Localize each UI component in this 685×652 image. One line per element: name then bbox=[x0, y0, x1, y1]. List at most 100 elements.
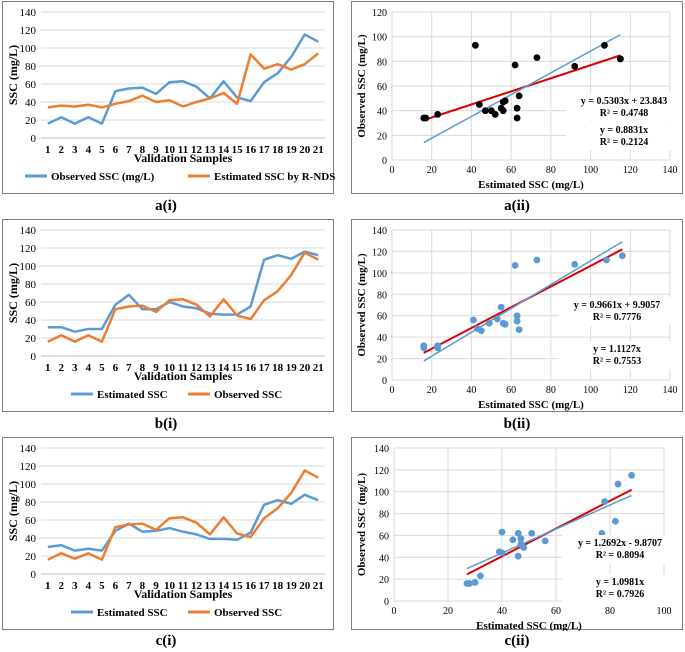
series-line-2 bbox=[47, 251, 319, 343]
y-tick-label: 120 bbox=[20, 25, 37, 37]
panel-c-i: 0 20 40 60 80 100 120 140 1 2 3 4 5 6 7 8 9 10 11 12 13 14 15 1… bbox=[2, 437, 334, 630]
y-tick-label: 0 bbox=[382, 156, 387, 167]
y-tick-label: 140 bbox=[20, 7, 37, 19]
trend-equation: y = 0.9661x + 9.9057 bbox=[574, 300, 660, 311]
y-tick-label: 140 bbox=[372, 226, 387, 237]
x-tick-label: 60 bbox=[551, 606, 561, 617]
y-tick-label: 40 bbox=[379, 553, 389, 564]
data-point bbox=[472, 41, 479, 49]
x-tick-label: 0 bbox=[390, 165, 395, 176]
data-point bbox=[515, 326, 523, 334]
data-point bbox=[513, 312, 521, 320]
panel-b-i: 0 20 40 60 80 100 120 140 1 2 3 4 5 6 7 8 9 10 11 12 13 14 15 1… bbox=[2, 219, 334, 412]
x-tick-label: 11 bbox=[178, 362, 188, 374]
trend-r-squared: R² = 0.7553 bbox=[593, 356, 641, 367]
y-tick-label: 100 bbox=[372, 33, 387, 44]
x-tick-label: 0 bbox=[390, 385, 395, 396]
x-tick-label: 140 bbox=[663, 385, 678, 396]
x-tick-label: 40 bbox=[466, 385, 476, 396]
x-tick-label: 7 bbox=[126, 580, 132, 592]
data-point bbox=[514, 552, 522, 560]
caption-b-ii: b(ii) bbox=[503, 416, 531, 432]
y-tick-label: 100 bbox=[20, 43, 37, 55]
x-tick-label: 21 bbox=[313, 362, 324, 374]
panel-a-ii: 0 20 40 60 80 100 120 0 20 40 60 80 100 120 140 Estimat… bbox=[351, 1, 683, 194]
x-tick-label: 18 bbox=[272, 580, 284, 592]
trend-equation: y = 0.8831x bbox=[600, 125, 648, 136]
y-tick-label: 0 bbox=[31, 351, 37, 363]
x-tick-label: 20 bbox=[299, 580, 311, 592]
data-point bbox=[515, 92, 523, 100]
y-tick-label: 40 bbox=[25, 97, 37, 109]
x-tick-label: 20 bbox=[299, 362, 311, 374]
legend-label: Estimated SSC bbox=[97, 389, 168, 401]
x-tick-label: 16 bbox=[245, 362, 257, 374]
data-point bbox=[571, 260, 579, 268]
y-tick-label: 40 bbox=[25, 533, 37, 545]
y-tick-label: 80 bbox=[25, 61, 37, 73]
data-point bbox=[514, 529, 522, 537]
x-tick-label: 0 bbox=[392, 606, 397, 617]
series-line-2 bbox=[47, 52, 319, 109]
y-tick-label: 100 bbox=[20, 261, 37, 273]
trendline-1 bbox=[423, 54, 621, 122]
series-line-1 bbox=[47, 493, 319, 552]
x-tick-label: 18 bbox=[272, 362, 284, 374]
y-tick-label: 60 bbox=[379, 531, 389, 542]
x-tick-label: 11 bbox=[178, 144, 188, 156]
y-tick-label: 100 bbox=[374, 488, 389, 499]
data-point bbox=[511, 61, 519, 69]
data-point bbox=[598, 529, 606, 537]
x-tick-label: 2 bbox=[59, 362, 65, 374]
annotation-background bbox=[562, 574, 678, 602]
x-tick-label: 3 bbox=[72, 362, 78, 374]
data-point bbox=[511, 261, 519, 269]
legend-label: Estimated SSC by R-NDSSI (mg/L) bbox=[214, 171, 335, 183]
legend-label: Observed SSC (mg/L) bbox=[51, 171, 155, 183]
y-axis-title: Observed SSC (mg/L) bbox=[356, 473, 368, 577]
y-tick-label: 80 bbox=[25, 279, 37, 291]
x-tick-label: 4 bbox=[86, 580, 92, 592]
trend-r-squared: R² = 0.8094 bbox=[596, 550, 644, 561]
y-tick-label: 40 bbox=[377, 107, 387, 118]
caption-a-ii: a(ii) bbox=[504, 198, 530, 214]
x-axis-title: Validation Samples bbox=[134, 151, 233, 165]
data-point bbox=[498, 528, 506, 536]
x-tick-label: 10 bbox=[164, 580, 176, 592]
trend-r-squared: R² = 0.7926 bbox=[596, 589, 644, 600]
x-tick-label: 20 bbox=[443, 606, 453, 617]
data-point bbox=[612, 517, 619, 525]
x-tick-label: 40 bbox=[466, 165, 476, 176]
y-tick-label: 0 bbox=[31, 569, 37, 581]
caption-a-i: a(i) bbox=[155, 198, 177, 214]
trendline-2 bbox=[423, 241, 623, 362]
x-tick-label: 8 bbox=[140, 580, 146, 592]
x-tick-label: 17 bbox=[259, 144, 271, 156]
x-tick-label: 12 bbox=[191, 362, 203, 374]
y-tick-label: 100 bbox=[372, 269, 387, 280]
y-tick-label: 120 bbox=[374, 466, 389, 477]
series-line-1 bbox=[47, 33, 319, 125]
y-tick-label: 140 bbox=[20, 443, 37, 455]
y-tick-label: 20 bbox=[379, 575, 389, 586]
data-point bbox=[517, 535, 525, 543]
y-tick-label: 60 bbox=[377, 82, 387, 93]
x-axis-title: Validation Samples bbox=[134, 587, 233, 601]
x-tick-label: 10 bbox=[164, 362, 176, 374]
data-point bbox=[420, 344, 428, 352]
x-axis-title: Validation Samples bbox=[134, 369, 233, 383]
trend-r-squared: R² = 0.4748 bbox=[600, 108, 648, 119]
annotation-background bbox=[566, 93, 682, 121]
data-point bbox=[471, 579, 479, 586]
x-tick-label: 80 bbox=[605, 606, 615, 617]
y-axis-title: SSC (mg/L) bbox=[6, 263, 20, 323]
y-tick-label: 20 bbox=[25, 551, 37, 563]
x-tick-label: 9 bbox=[153, 144, 159, 156]
data-point bbox=[498, 549, 506, 557]
trend-r-squared: R² = 0.7776 bbox=[593, 312, 641, 323]
x-tick-label: 100 bbox=[583, 385, 598, 396]
data-point bbox=[614, 480, 622, 488]
x-tick-label: 12 bbox=[191, 580, 203, 592]
